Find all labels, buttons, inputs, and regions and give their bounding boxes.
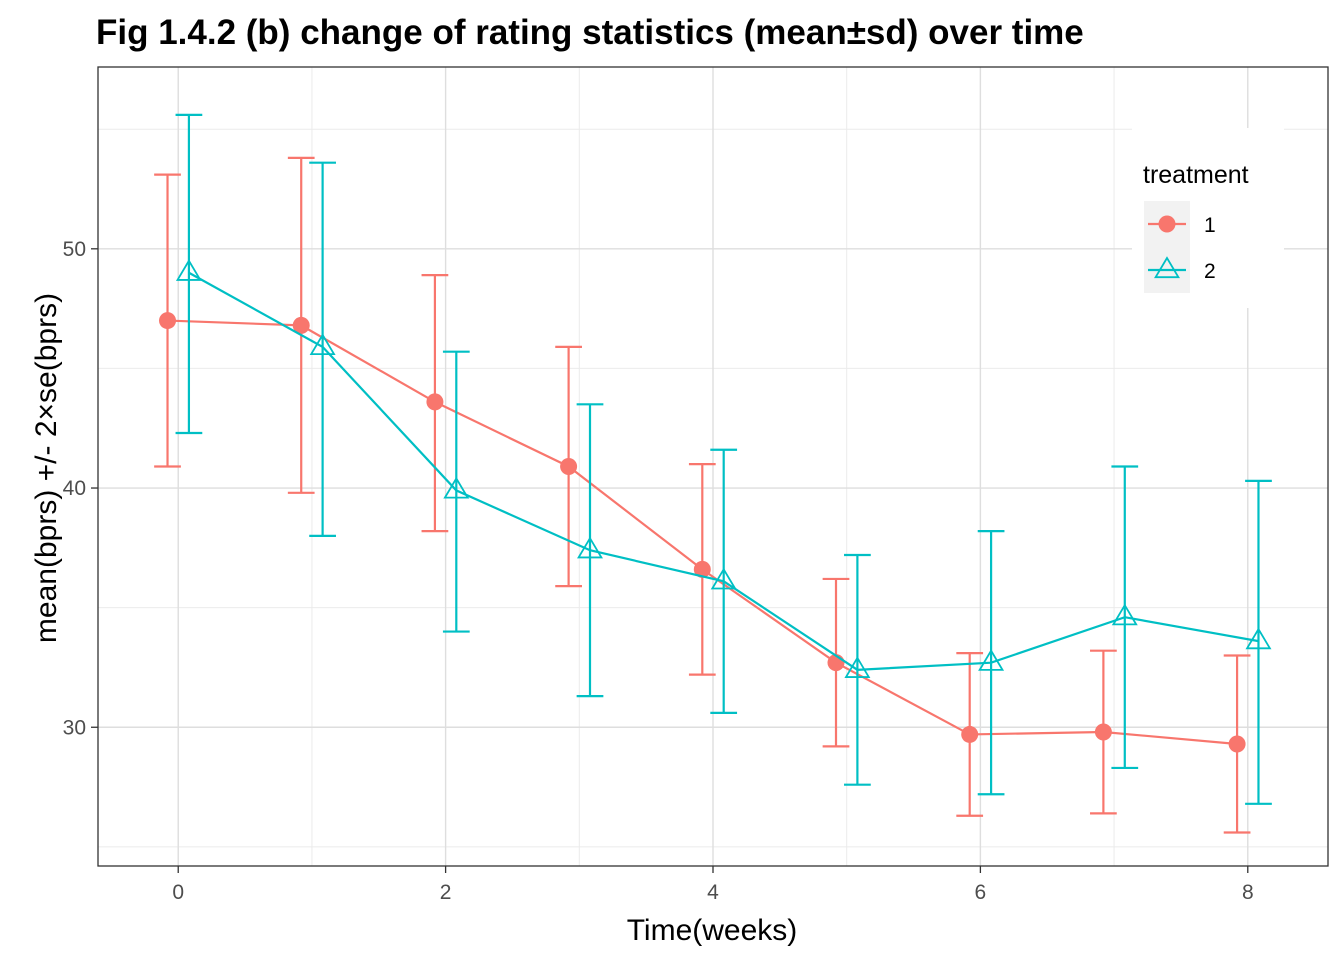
y-tick-label: 30: [63, 716, 86, 739]
x-tick-label: 8: [1242, 881, 1254, 904]
data-point: [961, 725, 979, 743]
data-point: [426, 393, 444, 411]
x-axis-title: Time(weeks): [627, 914, 798, 947]
legend-label: 1: [1204, 214, 1216, 237]
data-point: [978, 648, 1005, 671]
series-1: [154, 156, 1251, 834]
data-point: [1111, 603, 1138, 626]
legend-key-point: [1158, 215, 1176, 233]
data-point: [710, 567, 737, 590]
x-tick-label: 0: [172, 881, 184, 904]
data-point: [693, 560, 711, 578]
axes: 0 2 4 6 8 30 40 50: [63, 238, 1254, 904]
x-tick-label: 2: [440, 881, 452, 904]
data-point: [443, 476, 470, 499]
data-point: [309, 333, 336, 355]
series-2: [175, 113, 1272, 805]
data-point: [577, 536, 603, 559]
legend-label: 2: [1204, 260, 1216, 283]
plot-grid: [98, 67, 1328, 866]
legend-key-point: [1154, 256, 1180, 279]
legend-title: treatment: [1143, 161, 1249, 189]
data-point: [292, 316, 310, 334]
data-point: [159, 312, 177, 330]
data-point: [175, 258, 202, 281]
y-tick-label: 40: [63, 477, 86, 500]
plot-marks: [154, 113, 1272, 834]
data-point: [1094, 723, 1112, 741]
data-point: [1245, 627, 1272, 650]
legend: treatment 1 2: [1132, 128, 1284, 308]
data-point: [1228, 735, 1246, 753]
chart-title: Fig 1.4.2 (b) change of rating statistic…: [96, 13, 1084, 52]
x-tick-label: 6: [975, 881, 987, 904]
y-tick-label: 50: [63, 238, 86, 261]
data-point: [844, 656, 871, 678]
data-point: [560, 458, 578, 475]
x-tick-label: 4: [707, 881, 719, 904]
series-line: [188, 271, 1259, 671]
y-axis-title: mean(bprs) +/- 2×se(bprs): [30, 293, 63, 643]
